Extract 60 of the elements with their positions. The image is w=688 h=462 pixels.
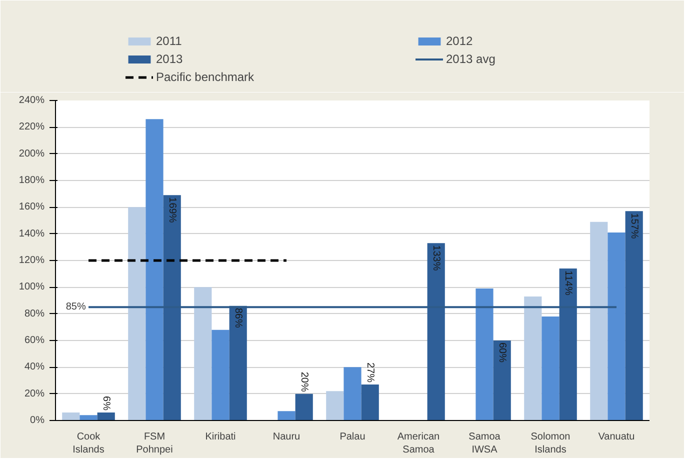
bar [80, 415, 98, 420]
data-label: 114% [562, 270, 574, 296]
x-tick-label: Kiribati [205, 432, 236, 442]
bar [608, 232, 626, 420]
bar [493, 340, 511, 420]
y-tick-label: 0% [30, 415, 45, 426]
data-label: 60% [496, 342, 508, 363]
y-tick-label: 80% [24, 308, 45, 320]
legend-label: 2013 [156, 52, 183, 66]
bar [344, 367, 362, 420]
y-tick-label: 100% [18, 282, 45, 293]
bar [295, 394, 313, 420]
y-tick-label: 220% [18, 122, 45, 133]
y-tick-label: 240% [18, 95, 45, 106]
x-tick-label: Palau [340, 432, 366, 442]
x-tick-label: American Samoa [397, 432, 440, 456]
y-tick-label: 120% [18, 255, 45, 266]
bar [427, 243, 445, 420]
y-tick-label: 180% [18, 175, 45, 186]
x-tick-label: Samoa IWSA [468, 432, 501, 456]
x-tick-label: Cook Islands [72, 432, 104, 456]
bar [97, 412, 115, 420]
y-tick-label: 200% [18, 148, 45, 160]
x-tick-label: Solomon Islands [530, 432, 570, 456]
y-tick-label: 160% [18, 202, 45, 213]
bar [146, 119, 164, 420]
bar [361, 384, 379, 420]
bar [212, 330, 230, 420]
data-label: 169% [166, 197, 178, 223]
legend-label: 2011 [156, 34, 182, 48]
y-tick-label: 20% [24, 388, 45, 400]
y-tick-label: 140% [18, 228, 45, 240]
bar [229, 306, 247, 420]
x-tick-label: Vanuatu [598, 432, 635, 442]
data-label: 20% [298, 372, 310, 392]
legend-label: Pacific benchmark [156, 70, 254, 84]
data-label: 133% [430, 245, 442, 271]
bar [590, 222, 608, 420]
bar [163, 195, 181, 420]
bar [62, 412, 80, 420]
bar [625, 211, 643, 420]
data-label: 27% [364, 362, 376, 383]
bar [476, 288, 494, 420]
data-label: 86% [232, 308, 244, 328]
data-label: 157% [628, 213, 640, 239]
y-tick-label: 40% [24, 362, 45, 373]
legend-label: 2012 [446, 34, 473, 48]
x-tick-label: FSM Pohnpei [136, 432, 173, 456]
data-label: 6% [100, 396, 112, 411]
bar [194, 287, 212, 420]
bar [278, 411, 296, 420]
bar [524, 296, 542, 420]
legend-label: 2013 avg [446, 52, 496, 66]
y-tick-label: 60% [24, 335, 45, 346]
bar [542, 316, 560, 420]
bar [559, 268, 577, 420]
bar [128, 207, 146, 420]
data-label: 85% [66, 302, 86, 313]
bar [326, 391, 344, 420]
x-tick-label: Nauru [272, 432, 300, 442]
